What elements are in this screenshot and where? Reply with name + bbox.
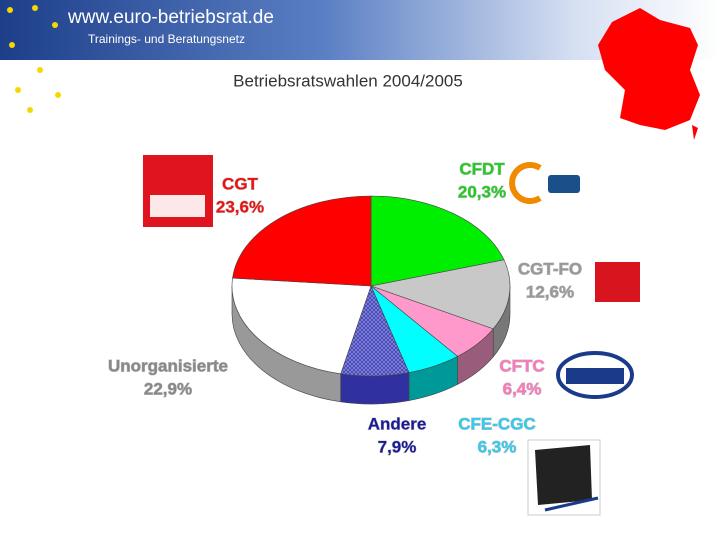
logo-cfe-cgc	[527, 439, 601, 516]
slice-value-label: 6,4%	[503, 379, 542, 398]
slice-value-label: 6,3%	[478, 437, 517, 456]
logo-cftc	[556, 351, 634, 399]
slice	[370, 195, 505, 287]
slice	[231, 277, 372, 375]
chart-title: Betriebsratswahlen 2004/2005	[233, 71, 463, 90]
slice	[369, 259, 511, 330]
slice-value-label: 23,6%	[216, 197, 264, 216]
site-url: www.euro-betriebsrat.de	[67, 7, 274, 28]
slice-value-label: 22,9%	[144, 379, 192, 398]
logo-cgt	[143, 155, 213, 227]
france-map	[598, 8, 700, 140]
eu-stars	[7, 5, 61, 113]
logo-cfdt	[509, 162, 580, 204]
slice-label: Unorganisierte	[108, 356, 228, 375]
slice	[232, 195, 372, 287]
slice-label: CFE-CGC	[458, 414, 535, 433]
slice-label: CFDT	[459, 159, 505, 178]
slice-label: CGT	[222, 174, 259, 193]
site-subtitle: Trainings- und Beratungsnetz	[88, 32, 245, 46]
slice-value-label: 7,9%	[378, 437, 417, 456]
slice-label: CGT-FO	[518, 259, 582, 278]
slice-label: CFTC	[499, 356, 544, 375]
slice-value-label: 20,3%	[458, 182, 506, 201]
logo-fo	[595, 262, 640, 302]
slice-value-label: 12,6%	[526, 282, 574, 301]
slice-side	[340, 372, 410, 405]
slice-label: Andere	[368, 414, 427, 433]
